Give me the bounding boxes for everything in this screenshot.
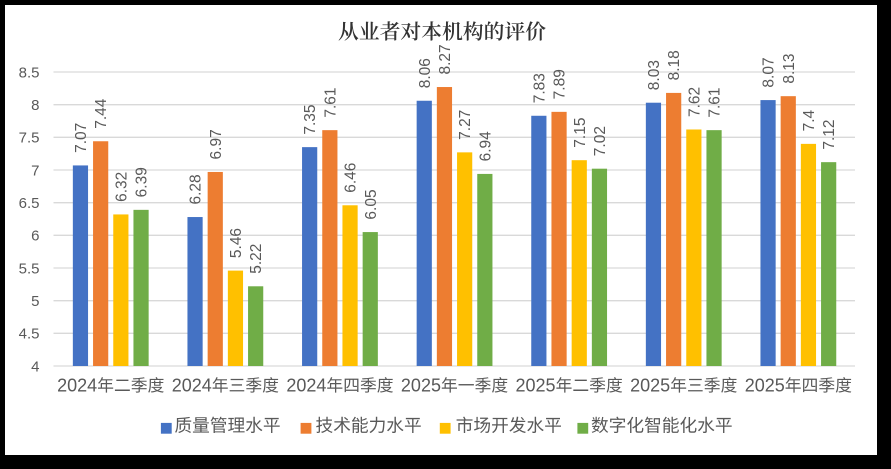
- svg-text:7.12: 7.12: [821, 119, 838, 149]
- svg-text:5.46: 5.46: [228, 228, 245, 258]
- svg-text:2024: 2024: [57, 375, 97, 395]
- svg-text:7.4: 7.4: [801, 109, 818, 131]
- svg-text:8.13: 8.13: [781, 53, 798, 83]
- svg-text:6: 6: [31, 228, 39, 245]
- svg-text:8.06: 8.06: [417, 58, 434, 88]
- svg-text:8.5: 8.5: [19, 64, 40, 81]
- svg-text:7.44: 7.44: [93, 98, 110, 129]
- svg-text:8: 8: [31, 97, 39, 114]
- svg-text:4: 4: [31, 358, 39, 375]
- svg-text:6.94: 6.94: [477, 131, 494, 162]
- svg-text:6.28: 6.28: [188, 174, 205, 204]
- svg-text:7.61: 7.61: [707, 87, 724, 117]
- svg-text:7.62: 7.62: [686, 87, 703, 117]
- svg-text:7.27: 7.27: [457, 110, 474, 140]
- svg-text:6.5: 6.5: [19, 195, 40, 212]
- svg-text:8.03: 8.03: [646, 60, 663, 90]
- svg-text:2025: 2025: [516, 375, 556, 395]
- svg-text:4.5: 4.5: [19, 326, 40, 343]
- svg-text:6.32: 6.32: [113, 172, 130, 202]
- svg-text:7: 7: [31, 162, 39, 179]
- svg-text:2025: 2025: [745, 375, 785, 395]
- svg-text:2024: 2024: [172, 375, 212, 395]
- svg-text:6.05: 6.05: [363, 189, 380, 219]
- svg-text:7.61: 7.61: [322, 87, 339, 117]
- svg-text:6.39: 6.39: [134, 167, 151, 197]
- svg-text:2024: 2024: [286, 375, 326, 395]
- svg-text:5.22: 5.22: [248, 244, 265, 274]
- svg-text:6.97: 6.97: [208, 129, 225, 159]
- svg-text:7.83: 7.83: [531, 73, 548, 103]
- svg-text:7.35: 7.35: [302, 104, 319, 134]
- svg-text:5.5: 5.5: [19, 260, 40, 277]
- svg-text:5: 5: [31, 293, 39, 310]
- svg-text:2025: 2025: [630, 375, 670, 395]
- svg-text:2025: 2025: [401, 375, 441, 395]
- svg-text:8.27: 8.27: [437, 44, 454, 74]
- svg-text:7.02: 7.02: [592, 126, 609, 156]
- svg-text:6.46: 6.46: [343, 163, 360, 193]
- svg-text:7.89: 7.89: [552, 69, 569, 99]
- svg-text:8.07: 8.07: [761, 57, 778, 87]
- svg-text:7.5: 7.5: [19, 130, 40, 147]
- svg-text:8.18: 8.18: [666, 50, 683, 80]
- svg-text:7.15: 7.15: [572, 118, 589, 148]
- svg-text:7.07: 7.07: [73, 123, 90, 153]
